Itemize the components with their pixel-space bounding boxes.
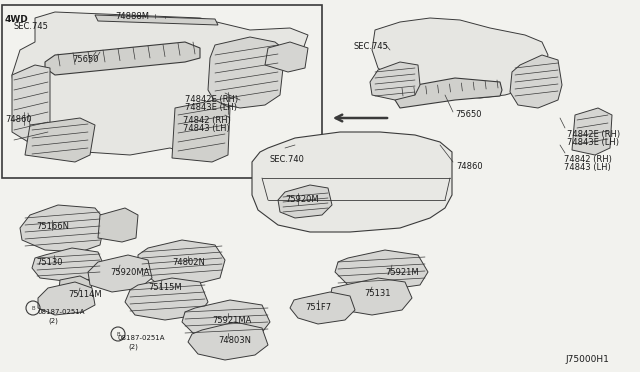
Polygon shape (12, 12, 308, 155)
Polygon shape (25, 118, 95, 162)
Text: 75920M: 75920M (285, 195, 319, 204)
Text: 75921MA: 75921MA (212, 316, 252, 325)
Text: (2): (2) (128, 343, 138, 350)
Text: 75920MA: 75920MA (110, 268, 149, 277)
Polygon shape (12, 65, 50, 148)
Text: 74803N: 74803N (218, 336, 251, 345)
Text: SEC.740: SEC.740 (270, 155, 305, 164)
Text: B: B (31, 305, 35, 311)
Polygon shape (265, 42, 308, 72)
Text: 74888M: 74888M (115, 12, 149, 21)
Polygon shape (208, 37, 285, 108)
Text: 74860: 74860 (456, 162, 483, 171)
Text: 74842 (RH): 74842 (RH) (564, 155, 612, 164)
Text: B: B (116, 331, 120, 337)
Polygon shape (58, 276, 92, 302)
Polygon shape (188, 322, 268, 360)
Text: 75115M: 75115M (148, 283, 182, 292)
Text: 75131: 75131 (364, 289, 390, 298)
Polygon shape (182, 300, 270, 340)
Polygon shape (20, 205, 105, 252)
Polygon shape (372, 18, 548, 98)
Text: 75650: 75650 (455, 110, 481, 119)
Text: 74843 (LH): 74843 (LH) (183, 124, 230, 133)
Text: 08187-0251A: 08187-0251A (38, 309, 86, 315)
Text: 08187-0251A: 08187-0251A (118, 335, 166, 341)
Polygon shape (38, 282, 95, 315)
Text: 74843E (LH): 74843E (LH) (185, 103, 237, 112)
Polygon shape (510, 55, 562, 108)
Text: (2): (2) (48, 317, 58, 324)
Text: SEC.745: SEC.745 (353, 42, 388, 51)
Polygon shape (45, 42, 200, 75)
Polygon shape (572, 108, 612, 155)
Text: 75921M: 75921M (385, 268, 419, 277)
Text: 4WD: 4WD (5, 15, 29, 24)
Polygon shape (278, 185, 332, 218)
Polygon shape (138, 240, 225, 285)
Polygon shape (395, 78, 502, 108)
Text: 74802N: 74802N (172, 258, 205, 267)
Text: 74842 (RH): 74842 (RH) (183, 116, 231, 125)
Polygon shape (330, 278, 412, 315)
Text: 75130: 75130 (36, 258, 63, 267)
Text: 751F7: 751F7 (305, 303, 331, 312)
Polygon shape (88, 255, 152, 292)
Polygon shape (125, 278, 208, 320)
Polygon shape (252, 132, 452, 232)
Text: SEC.745: SEC.745 (14, 22, 49, 31)
Polygon shape (335, 250, 428, 290)
Polygon shape (172, 100, 230, 162)
Text: 74842E (RH): 74842E (RH) (185, 95, 238, 104)
Polygon shape (95, 15, 218, 25)
Polygon shape (370, 62, 420, 100)
Text: 74842E (RH): 74842E (RH) (567, 130, 620, 139)
Polygon shape (98, 208, 138, 242)
Text: 75114M: 75114M (68, 290, 102, 299)
Text: 74843E (LH): 74843E (LH) (567, 138, 619, 147)
Text: 75166N: 75166N (36, 222, 69, 231)
Polygon shape (290, 292, 355, 324)
Text: 75650: 75650 (72, 55, 99, 64)
Text: 74843 (LH): 74843 (LH) (564, 163, 611, 172)
Text: 74860: 74860 (5, 115, 31, 124)
Text: J75000H1: J75000H1 (565, 355, 609, 364)
Polygon shape (32, 248, 105, 282)
